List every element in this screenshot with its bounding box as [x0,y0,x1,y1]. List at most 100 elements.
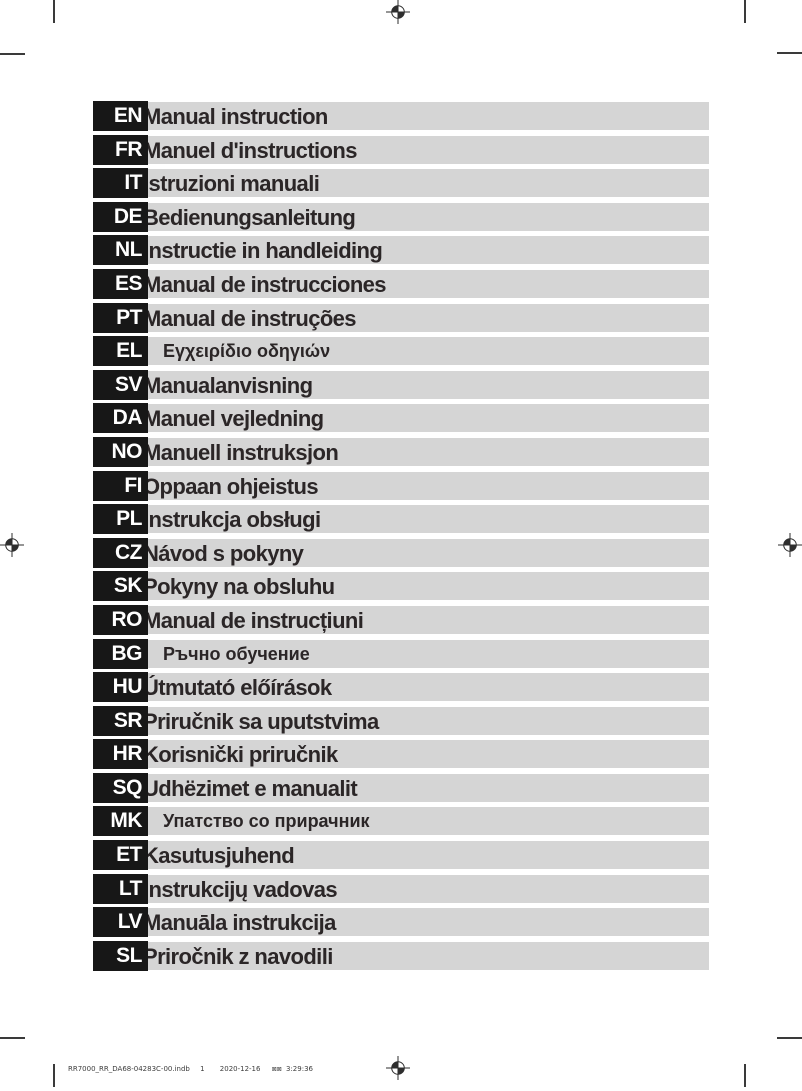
language-code-badge: IT [93,168,148,199]
language-row-no: Manuell instruksjon NO [93,436,709,467]
manual-title: Упатство со прирачник [163,811,370,832]
language-code-badge: RO [93,604,148,635]
manual-title: Manuāla instrukcija [143,910,336,936]
footer-page-number: 1 [200,1065,205,1073]
title-bar [147,605,709,634]
registration-mark-icon [386,0,410,24]
manual-title: Kasutusjuhend [143,843,295,869]
crop-mark [777,1037,802,1039]
manual-title: Manualanvisning [143,372,313,398]
manual-title: Ръчно обучение [163,643,310,664]
title-bar [147,169,709,198]
title-bar [147,269,709,298]
title-bar [147,908,709,937]
language-row-en: Manual instruction EN [93,101,709,131]
language-code-badge: LV [93,907,148,938]
manual-title: Manual instruction [143,104,328,129]
crop-mark [53,1064,55,1087]
language-code-badge: HU [93,672,148,703]
title-bar [147,807,709,836]
language-code-badge: LT [93,873,148,904]
footer-date: 2020-12-16 [219,1065,261,1073]
manual-title: Manuel d'instructions [143,137,357,163]
title-bar [147,740,709,769]
language-row-da: Manuel vejledning DA [93,403,709,434]
language-row-sl: Priročnik z navodili SL [93,940,709,971]
manual-title: Manual de instruções [143,305,357,331]
missing-glyph-boxes: ⊠⊠ [271,1066,282,1073]
manual-title: Oppaan ohjeistus [143,473,319,499]
language-row-lt: Instrukcijų vadovas LT [93,873,709,904]
registration-mark-icon [778,533,802,557]
title-bar [147,471,709,500]
language-code-badge: ET [93,840,148,871]
language-code-badge: CZ [93,537,148,568]
title-bar [147,941,709,970]
manual-title: Manual de instrucciones [143,271,387,297]
footer-filename: RR7000_RR_DA68-04283C-00.indb [68,1065,190,1073]
language-code-badge: SR [93,705,148,736]
title-bar [147,370,709,399]
language-row-de: Bedienungsanleitung DE [93,201,709,232]
language-code-badge: NL [93,235,148,266]
language-code-badge: HR [93,739,148,770]
language-code-badge: BG [93,638,148,669]
crop-mark [0,53,25,55]
language-row-fr: Manuel d'instructions FR [93,134,709,165]
manual-title: Bedienungsanleitung [143,204,356,230]
manual-title: Priručnik sa uputstvima [143,708,379,734]
crop-mark [744,1064,746,1087]
manual-title: Istruzioni manuali [143,171,320,197]
print-footer: RR7000_RR_DA68-04283C-00.indb 1 2020-12-… [68,1065,313,1075]
title-bar [147,404,709,433]
language-code-badge: SQ [93,772,148,803]
title-bar [147,841,709,870]
title-bar [147,538,709,567]
language-code-badge: PL [93,504,148,535]
title-bar [147,303,709,332]
language-row-pl: Instrukcja obsługi PL [93,504,709,535]
title-bar [147,773,709,802]
manual-title: Udhëzimet e manualit [143,775,358,801]
manual-title: Instructie in handleiding [143,238,383,264]
title-bar [147,505,709,534]
crop-mark [53,0,55,23]
language-row-hu: Útmutató előírások HU [93,672,709,703]
language-code-badge: EN [93,101,148,131]
language-row-fi: Oppaan ohjeistus FI [93,470,709,501]
manual-title: Korisnički priručnik [143,742,338,768]
crop-mark [744,0,746,23]
language-code-badge: PT [93,302,148,333]
language-code-badge: FI [93,470,148,501]
language-row-hr: Korisnički priručnik HR [93,739,709,770]
language-code-badge: FR [93,134,148,165]
language-row-es: Manual de instrucciones ES [93,268,709,299]
manual-title: Návod s pokyny [143,540,304,566]
manual-title: Εγχειρίδιο οδηγιών [163,341,331,362]
title-bar [147,706,709,735]
manual-title: Instrukcja obsługi [143,507,321,533]
language-code-badge: NO [93,436,148,467]
language-row-mk: Упатство со прирачник MK [93,806,709,837]
language-code-badge: DE [93,201,148,232]
footer-time: 3:29:36 [286,1065,313,1073]
registration-mark-icon [0,533,24,557]
manual-title: Instrukcijų vadovas [143,876,338,902]
language-row-sv: Manualanvisning SV [93,369,709,400]
title-bar [147,874,709,903]
language-code-badge: SK [93,571,148,602]
crop-mark [777,52,802,54]
language-row-ro: Manual de instrucțiuni RO [93,604,709,635]
crop-mark [0,1037,25,1039]
language-row-el: Εγχειρίδιο οδηγιών EL [93,336,709,367]
language-row-bg: Ръчно обучение BG [93,638,709,669]
language-row-sr: Priručnik sa uputstvima SR [93,705,709,736]
title-bar [147,135,709,164]
language-code-badge: ES [93,268,148,299]
title-bar [147,337,709,366]
language-code-badge: DA [93,403,148,434]
language-code-badge: SL [93,940,148,971]
language-row-pt: Manual de instruções PT [93,302,709,333]
language-code-badge: MK [93,806,148,837]
language-row-nl: Instructie in handleiding NL [93,235,709,266]
